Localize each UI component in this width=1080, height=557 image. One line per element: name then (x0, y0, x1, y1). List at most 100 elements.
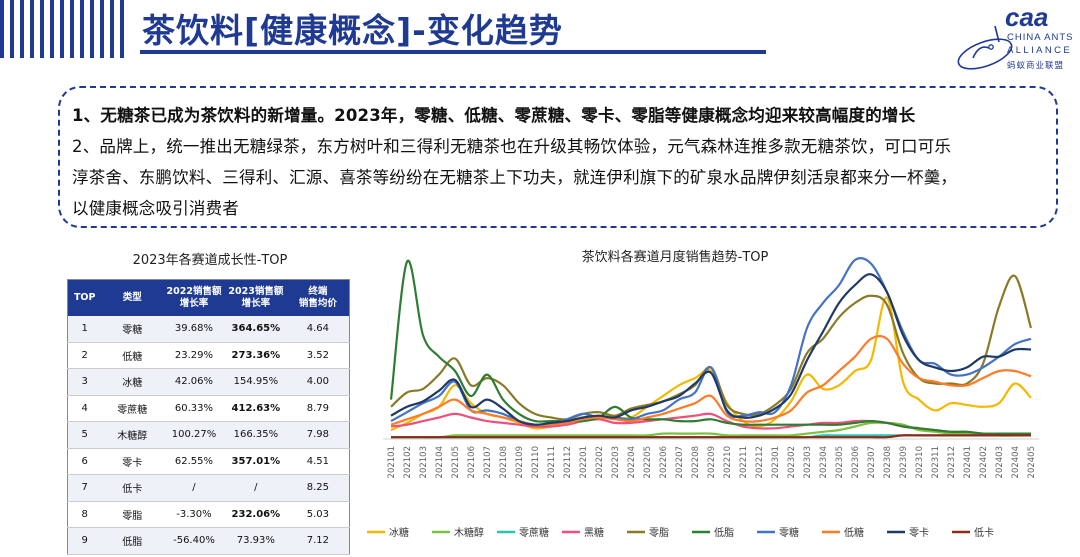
x-tick-label: 202202 (595, 446, 605, 478)
series-line-零卡 (390, 273, 1032, 426)
x-tick-label: 202201 (579, 446, 589, 478)
x-tick-label: 202210 (723, 446, 733, 478)
table-cell: 4.64 (286, 315, 350, 343)
summary-line-3: 淳茶舍、东鹏饮料、三得利、汇源、喜茶等纷纷在无糖茶上下功夫，就连伊利旗下的矿泉水… (72, 168, 958, 187)
header-stripes (0, 0, 124, 58)
table-cell: 6 (67, 448, 102, 475)
table-cell: 232.06% (224, 501, 287, 528)
table-cell: -56.40% (163, 527, 225, 555)
x-tick-label: 202108 (499, 446, 509, 478)
x-tick-label: 202308 (883, 446, 893, 478)
legend-label: 低糖 (844, 526, 864, 539)
x-tick-label: 202112 (563, 446, 573, 478)
x-tick-label: 202310 (915, 446, 925, 478)
table-cell: 零蔗糖 (101, 395, 164, 422)
table-cell: 39.68% (163, 315, 225, 343)
legend-label: 零糖 (779, 526, 799, 539)
table-header-cell: 终端 销售均价 (286, 279, 350, 316)
x-tick-label: 202101 (387, 446, 397, 478)
x-tick-label: 202306 (851, 446, 861, 478)
logo-line1: CHINA ANTS (1007, 32, 1074, 43)
x-tick-label: 202102 (403, 446, 413, 478)
table-cell: 9 (67, 527, 102, 555)
table-cell: 2 (67, 342, 102, 369)
legend-label: 零脂 (649, 526, 669, 539)
table-cell: 73.93% (224, 527, 287, 555)
x-tick-label: 202203 (611, 446, 621, 478)
table-header-cell: 2023销售额 增长率 (224, 279, 287, 316)
table-cell: 60.33% (163, 395, 225, 422)
x-tick-label: 202301 (771, 446, 781, 478)
table-row: 8 零脂 -3.30% 232.06% 5.03 (67, 501, 350, 528)
title-underline (140, 50, 766, 54)
summary-box: 1、无糖茶已成为茶饮料的新增量。2023年，零糖、低糖、零蔗糖、零卡、零脂等健康… (58, 86, 1058, 228)
summary-line-2: 2、品牌上，统一推出无糖绿茶，东方树叶和三得利无糖茶也在升级其畅饮体验，元气森林… (72, 137, 952, 156)
china-ants-alliance-logo: caa CHINA ANTS ALLIANCE 蚂蚁商业联盟 (955, 2, 1075, 76)
table-cell: 3.52 (286, 342, 350, 369)
x-tick-label: 202105 (451, 446, 461, 478)
table-body: 1 零糖 39.68% 364.65% 4.64 2 低糖 23.29% 273.36% 3.52… (67, 315, 350, 555)
table-cell: 1 (67, 315, 102, 343)
table-cell: 23.29% (163, 342, 225, 369)
logo-mark: caa (1005, 2, 1049, 32)
x-tick-label: 202307 (867, 446, 877, 478)
x-tick-label: 202110 (531, 446, 541, 478)
table-row: 3 冰糖 42.06% 154.95% 4.00 (67, 368, 350, 396)
series-line-低卡 (391, 434, 1031, 439)
table-cell: / (224, 474, 287, 502)
x-tick-label: 202302 (787, 446, 797, 478)
table-cell: 154.95% (224, 368, 287, 396)
table-cell: 42.06% (163, 368, 225, 396)
legend-label: 低卡 (974, 526, 994, 539)
x-tick-label: 202312 (947, 446, 957, 478)
table-cell: -3.30% (163, 501, 225, 528)
page-title: 茶饮料[健康概念]-变化趋势 (142, 11, 563, 50)
x-tick-label: 202205 (643, 446, 653, 478)
table-cell: 4.51 (286, 448, 350, 475)
table-cell: 8.25 (286, 474, 350, 502)
logo-line2: ALLIANCE (1007, 45, 1073, 56)
table-row: 6 零卡 62.55% 357.01% 4.51 (67, 448, 350, 475)
x-tick-label: 202206 (659, 446, 669, 478)
table-cell: 4 (67, 395, 102, 422)
table-cell: 412.63% (224, 395, 287, 422)
x-tick-label: 202207 (675, 446, 685, 478)
table-row: 9 低脂 -56.40% 73.93% 7.12 (67, 527, 350, 555)
table-cell: 冰糖 (101, 368, 164, 396)
summary-line-4: 以健康概念吸引消费者 (72, 199, 239, 218)
table-header-row: TOP 类型 2022销售额 增长率 2023销售额 增长率 终端 销售均价 (67, 279, 350, 316)
x-tick-label: 202106 (467, 446, 477, 478)
x-tick-label: 202305 (835, 446, 845, 478)
x-tick-label: 202111 (547, 446, 557, 478)
x-tick-label: 202309 (899, 446, 909, 478)
x-tick-label: 202103 (419, 446, 429, 478)
table-cell: 5.03 (286, 501, 350, 528)
growth-table: TOP 类型 2022销售额 增长率 2023销售额 增长率 终端 销售均价 1 零糖 39.68… (67, 279, 350, 555)
series-line-木糖醇 (391, 421, 1031, 439)
legend-label: 零卡 (909, 526, 929, 539)
table-cell: 8.79 (286, 395, 350, 422)
legend-label: 冰糖 (389, 526, 409, 539)
table-row: 5 木糖醇 100.27% 166.35% 7.98 (67, 421, 350, 449)
legend-label: 低脂 (714, 526, 734, 539)
table-header-cell: 2022销售额 增长率 (163, 279, 225, 316)
x-tick-label: 202109 (515, 446, 525, 478)
table-header-cell: 类型 (101, 279, 164, 316)
table-cell: 357.01% (224, 448, 287, 475)
summary-line-1: 1、无糖茶已成为茶饮料的新增量。2023年，零糖、低糖、零蔗糖、零卡、零脂等健康… (72, 106, 916, 125)
table-title: 2023年各赛道成长性-TOP (132, 253, 288, 268)
x-tick-label: 202404 (1011, 446, 1021, 478)
table-cell: 7.98 (286, 421, 350, 449)
table-row: 7 低卡 //8.25 (67, 474, 350, 502)
table-cell: 273.36% (224, 342, 287, 369)
table-cell: 62.55% (163, 448, 225, 475)
table-row: 1 零糖 39.68% 364.65% 4.64 (67, 315, 350, 343)
table-cell: 166.35% (224, 421, 287, 449)
table-cell: 5 (67, 421, 102, 449)
ant-logo-icon (957, 25, 1013, 70)
series-line-零脂 (390, 274, 1033, 421)
x-tick-label: 202209 (707, 446, 717, 478)
table-cell: 7 (67, 474, 102, 502)
line-chart: 茶饮料各赛道月度销售趋势-TOP 202101 202102 202103 202104… (367, 249, 1039, 539)
table-cell: 3 (67, 368, 102, 396)
